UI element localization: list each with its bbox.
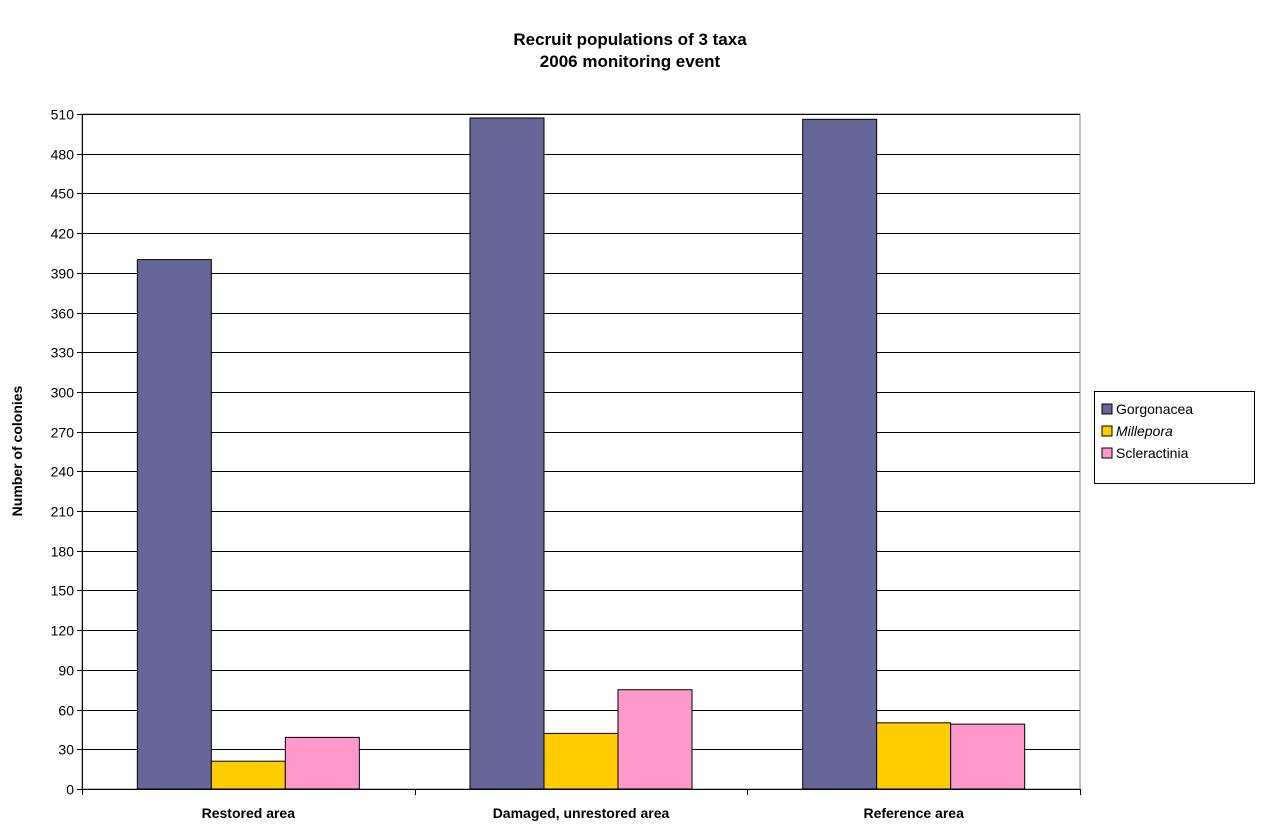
y-tick-label: 450 xyxy=(51,186,75,202)
x-category-label: Damaged, unrestored area xyxy=(493,805,670,821)
y-tick-label: 510 xyxy=(51,107,75,123)
x-category-label: Reference area xyxy=(863,805,964,821)
y-tick-label: 240 xyxy=(51,464,75,480)
plot-frame xyxy=(81,113,1081,790)
legend-label-scleractinia: Scleractinia xyxy=(1116,445,1189,461)
bar-scleractinia xyxy=(950,723,1026,790)
y-tick-label: 390 xyxy=(51,266,75,282)
y-tick-label: 180 xyxy=(51,544,75,560)
legend-swatch-gorgonacea xyxy=(1101,403,1113,415)
chart-subtitle: 2006 monitoring event xyxy=(540,52,721,71)
bar-millepora xyxy=(210,760,286,790)
legend-label-millepora: Millepora xyxy=(1116,423,1173,439)
bar-gorgonacea xyxy=(136,259,212,790)
bar-gorgonacea xyxy=(469,117,545,790)
y-tick-label: 270 xyxy=(51,425,75,441)
x-category-label: Restored area xyxy=(202,805,296,821)
y-tick-label: 0 xyxy=(66,782,74,798)
y-tick-label: 330 xyxy=(51,345,75,361)
y-axis-title: Number of colonies xyxy=(9,385,25,516)
chart-title: Recruit populations of 3 taxa xyxy=(513,30,747,49)
legend: Gorgonacea Millepora Scleractinia xyxy=(1094,391,1255,484)
y-tick-label: 30 xyxy=(58,742,74,758)
legend-swatch-scleractinia xyxy=(1101,447,1113,459)
bar-gorgonacea xyxy=(802,118,878,790)
y-tick-label: 480 xyxy=(51,147,75,163)
bar-millepora xyxy=(543,732,619,790)
bar-scleractinia xyxy=(284,736,360,790)
y-tick-label: 360 xyxy=(51,306,75,322)
y-tick-label: 90 xyxy=(58,663,74,679)
y-tick-label: 210 xyxy=(51,504,75,520)
y-tick-label: 300 xyxy=(51,385,75,401)
plot-area: 0 30 60 90 120 150 180 210 240 270 300 330 360 390 420… xyxy=(51,107,1081,821)
bar-millepora xyxy=(876,722,952,790)
legend-swatch-millepora xyxy=(1101,425,1113,437)
y-tick-label: 60 xyxy=(58,703,74,719)
legend-box xyxy=(1094,391,1255,484)
y-tick-label: 420 xyxy=(51,226,75,242)
y-tick-label: 120 xyxy=(51,623,75,639)
legend-label-gorgonacea: Gorgonacea xyxy=(1116,401,1193,417)
y-tick-label: 150 xyxy=(51,583,75,599)
bar-scleractinia xyxy=(617,689,693,790)
